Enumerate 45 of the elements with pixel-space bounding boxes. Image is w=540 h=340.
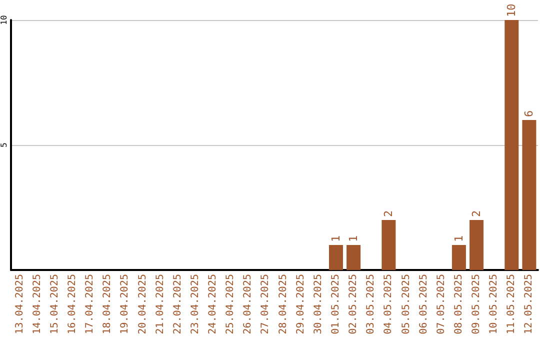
- x-tick-label: 23.04.2025: [190, 274, 201, 334]
- x-tick-label: 08.05.2025: [453, 274, 464, 334]
- x-tick-label: 22.04.2025: [172, 274, 184, 334]
- x-tick-label: 25.04.2025: [225, 274, 236, 334]
- x-tick-label: 01.05.2025: [330, 274, 342, 334]
- x-tick-label: 27.04.2025: [260, 274, 272, 334]
- x-tick-label: 02.05.2025: [348, 274, 360, 334]
- x-tick-label: 12.05.2025: [524, 274, 535, 334]
- x-tick-label: 09.05.2025: [471, 274, 482, 334]
- bar: [346, 245, 361, 270]
- bar: [328, 245, 343, 270]
- x-tick-label: 29.04.2025: [295, 274, 306, 334]
- data-label: 6: [522, 110, 536, 117]
- bar: [382, 220, 396, 270]
- x-tick-label: 11.05.2025: [506, 274, 518, 334]
- bar: [470, 220, 484, 270]
- x-tick-label: 06.05.2025: [418, 274, 430, 334]
- x-tick-label: 20.04.2025: [137, 274, 148, 334]
- x-tick-label: 05.05.2025: [400, 274, 412, 334]
- bar: [504, 20, 519, 270]
- x-tick-label: 07.05.2025: [436, 274, 447, 334]
- x-tick-label: 21.04.2025: [154, 274, 166, 334]
- x-tick-label: 19.04.2025: [120, 274, 131, 334]
- x-tick-label: 14.04.2025: [32, 274, 43, 334]
- x-tick-label: 04.05.2025: [383, 274, 394, 334]
- data-label: 1: [329, 235, 342, 242]
- data-label: 1: [347, 235, 360, 242]
- x-tick-label: 18.04.2025: [102, 274, 114, 334]
- x-tick-label: 24.04.2025: [208, 274, 219, 334]
- x-tick-label: 17.04.2025: [84, 274, 96, 334]
- data-label: 2: [382, 210, 396, 217]
- x-tick-label: 15.04.2025: [49, 274, 60, 334]
- y-tick-label: 5: [0, 142, 8, 148]
- x-tick-label: 26.04.2025: [242, 274, 254, 334]
- x-tick-label: 13.04.2025: [14, 274, 26, 334]
- bar: [452, 245, 466, 270]
- x-tick-label: 03.05.2025: [366, 274, 377, 334]
- data-label: 2: [470, 210, 484, 217]
- x-tick-label: 16.04.2025: [66, 274, 78, 334]
- x-tick-label: 30.04.2025: [312, 274, 324, 334]
- data-label: 10: [505, 4, 518, 17]
- bar: [522, 120, 536, 270]
- x-tick-label: 10.05.2025: [488, 274, 500, 334]
- x-tick-label: 28.04.2025: [278, 274, 289, 334]
- data-label: 1: [452, 235, 466, 242]
